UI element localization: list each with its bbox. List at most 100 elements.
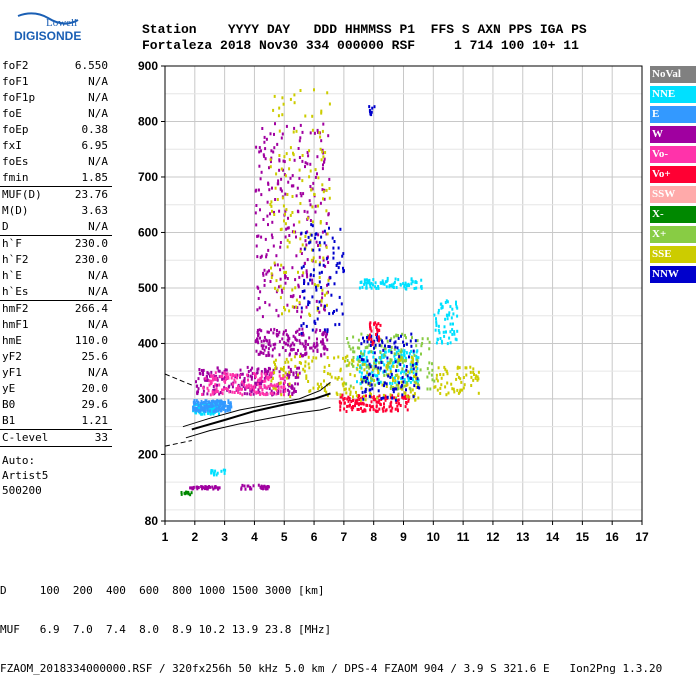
data-point <box>456 314 459 318</box>
data-point <box>297 348 299 352</box>
data-point <box>303 282 305 285</box>
data-point <box>433 379 436 383</box>
data-point <box>282 168 284 172</box>
data-point <box>358 355 361 359</box>
param-label: foE <box>2 107 22 120</box>
data-point <box>184 492 187 496</box>
data-point <box>269 391 272 395</box>
data-point <box>253 384 256 388</box>
data-point <box>377 371 380 374</box>
data-point <box>360 406 362 410</box>
data-point <box>393 360 396 364</box>
data-point <box>224 377 227 381</box>
data-point <box>291 341 294 345</box>
data-point <box>326 356 329 360</box>
data-point <box>222 468 225 472</box>
data-point <box>284 308 287 312</box>
data-point <box>377 285 380 288</box>
data-point <box>319 329 322 332</box>
x-tick-label: 14 <box>546 530 560 544</box>
data-point <box>219 404 222 408</box>
data-point <box>364 398 367 402</box>
data-point <box>280 263 283 267</box>
data-point <box>403 364 405 368</box>
data-point <box>363 280 366 284</box>
data-point <box>366 281 369 285</box>
data-point <box>420 286 423 290</box>
data-point <box>349 372 352 376</box>
data-point <box>214 403 217 407</box>
data-point <box>291 385 294 389</box>
data-point <box>297 373 299 377</box>
data-point <box>309 185 312 188</box>
data-point <box>269 373 272 377</box>
data-point <box>257 234 260 238</box>
data-point <box>378 398 381 402</box>
data-point <box>187 490 190 494</box>
data-point <box>221 371 224 375</box>
param-value: N/A <box>88 155 108 168</box>
data-point <box>288 371 291 375</box>
data-point <box>354 402 357 405</box>
data-point <box>455 377 458 381</box>
data-point <box>383 405 385 409</box>
data-point <box>364 409 367 413</box>
data-point <box>263 283 266 287</box>
data-point <box>325 222 328 225</box>
data-point <box>368 350 371 354</box>
data-point <box>324 293 326 297</box>
data-point <box>399 358 402 362</box>
data-point <box>382 393 385 397</box>
data-point <box>203 401 206 405</box>
data-point <box>445 299 448 303</box>
data-point <box>279 241 282 244</box>
data-point <box>437 366 440 370</box>
data-point <box>198 368 201 371</box>
data-point <box>298 327 301 331</box>
data-point <box>272 343 275 347</box>
data-point <box>388 365 391 369</box>
data-point <box>271 186 273 190</box>
data-point <box>266 392 269 396</box>
data-point <box>444 301 447 304</box>
data-point <box>289 146 292 150</box>
data-point <box>455 338 458 342</box>
data-point <box>229 373 232 377</box>
data-point <box>469 365 472 369</box>
data-point <box>412 395 415 399</box>
data-point <box>357 408 360 411</box>
data-point <box>269 367 271 371</box>
data-point <box>451 328 454 332</box>
legend-item: X- <box>650 206 696 223</box>
x-tick-label: 2 <box>191 530 198 544</box>
data-point <box>209 485 212 489</box>
data-point <box>230 405 233 409</box>
data-point <box>335 264 338 267</box>
data-point <box>369 408 372 412</box>
data-point <box>347 395 350 399</box>
x-tick-label: 13 <box>516 530 530 544</box>
data-point <box>326 348 329 352</box>
data-point <box>255 383 258 387</box>
data-point <box>327 261 330 264</box>
data-point <box>378 336 381 340</box>
data-point <box>345 410 348 413</box>
data-point <box>384 395 387 399</box>
data-point <box>209 374 211 378</box>
data-point <box>208 379 211 383</box>
data-point <box>307 355 310 359</box>
data-point <box>278 370 281 374</box>
data-point <box>327 282 330 286</box>
data-point <box>385 385 388 388</box>
data-point <box>197 390 199 394</box>
data-point <box>295 235 297 239</box>
data-point <box>355 390 357 394</box>
data-point <box>357 403 360 407</box>
data-point <box>238 374 241 378</box>
data-point <box>319 135 322 139</box>
data-point <box>356 346 359 350</box>
data-point <box>309 131 312 135</box>
data-point <box>206 411 209 415</box>
data-point <box>392 377 394 381</box>
data-point <box>445 370 448 374</box>
